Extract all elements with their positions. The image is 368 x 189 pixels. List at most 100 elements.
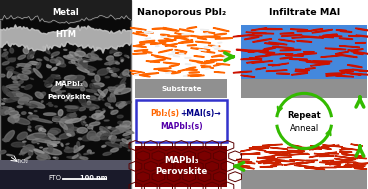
Ellipse shape bbox=[10, 48, 14, 53]
Ellipse shape bbox=[120, 58, 124, 60]
Ellipse shape bbox=[122, 139, 128, 143]
Ellipse shape bbox=[84, 60, 91, 62]
Bar bbox=[241, 144, 367, 170]
Ellipse shape bbox=[122, 125, 127, 129]
Ellipse shape bbox=[81, 119, 85, 125]
Ellipse shape bbox=[35, 92, 43, 98]
Ellipse shape bbox=[195, 41, 211, 43]
Ellipse shape bbox=[321, 155, 333, 156]
Ellipse shape bbox=[339, 38, 353, 39]
Ellipse shape bbox=[187, 67, 196, 69]
Ellipse shape bbox=[216, 64, 230, 65]
Ellipse shape bbox=[218, 42, 222, 43]
Ellipse shape bbox=[51, 57, 53, 58]
Ellipse shape bbox=[320, 167, 336, 168]
Ellipse shape bbox=[289, 145, 301, 147]
Ellipse shape bbox=[111, 68, 115, 70]
Ellipse shape bbox=[101, 133, 108, 139]
Ellipse shape bbox=[341, 71, 354, 72]
Ellipse shape bbox=[64, 122, 74, 133]
Ellipse shape bbox=[100, 133, 102, 134]
Ellipse shape bbox=[345, 164, 363, 167]
Ellipse shape bbox=[304, 168, 320, 169]
Ellipse shape bbox=[25, 104, 37, 107]
Ellipse shape bbox=[134, 50, 148, 51]
Ellipse shape bbox=[72, 57, 78, 60]
Ellipse shape bbox=[4, 98, 18, 102]
Ellipse shape bbox=[111, 110, 114, 112]
Ellipse shape bbox=[302, 36, 324, 38]
Ellipse shape bbox=[106, 127, 116, 130]
Ellipse shape bbox=[291, 37, 311, 38]
Ellipse shape bbox=[289, 59, 308, 60]
Ellipse shape bbox=[270, 164, 282, 166]
Ellipse shape bbox=[354, 168, 367, 169]
Ellipse shape bbox=[45, 140, 51, 143]
Ellipse shape bbox=[61, 143, 63, 146]
Ellipse shape bbox=[51, 83, 63, 91]
Ellipse shape bbox=[71, 60, 75, 64]
Ellipse shape bbox=[136, 32, 153, 33]
Ellipse shape bbox=[25, 102, 31, 105]
Ellipse shape bbox=[6, 67, 14, 70]
Ellipse shape bbox=[120, 121, 131, 128]
Ellipse shape bbox=[267, 158, 277, 159]
Bar bbox=[0, 0, 131, 19]
Ellipse shape bbox=[64, 56, 78, 60]
Ellipse shape bbox=[161, 36, 167, 37]
Ellipse shape bbox=[268, 160, 285, 161]
Ellipse shape bbox=[319, 36, 334, 38]
Ellipse shape bbox=[141, 75, 150, 77]
Ellipse shape bbox=[92, 86, 100, 90]
Ellipse shape bbox=[67, 106, 79, 112]
Ellipse shape bbox=[252, 61, 273, 63]
Ellipse shape bbox=[53, 119, 68, 122]
Ellipse shape bbox=[295, 146, 314, 150]
Ellipse shape bbox=[329, 164, 341, 165]
Ellipse shape bbox=[116, 102, 127, 107]
Ellipse shape bbox=[294, 54, 305, 55]
Ellipse shape bbox=[78, 56, 82, 57]
Ellipse shape bbox=[203, 32, 215, 33]
Ellipse shape bbox=[90, 153, 94, 154]
Ellipse shape bbox=[120, 127, 134, 133]
Ellipse shape bbox=[131, 73, 147, 76]
Ellipse shape bbox=[208, 45, 220, 46]
Ellipse shape bbox=[92, 83, 104, 87]
Ellipse shape bbox=[8, 111, 18, 115]
Ellipse shape bbox=[325, 163, 338, 164]
Bar bbox=[135, 25, 227, 79]
Ellipse shape bbox=[128, 74, 130, 76]
Ellipse shape bbox=[28, 151, 33, 156]
Ellipse shape bbox=[241, 161, 252, 162]
Ellipse shape bbox=[238, 166, 250, 167]
Ellipse shape bbox=[287, 150, 305, 151]
Ellipse shape bbox=[77, 130, 84, 133]
Ellipse shape bbox=[294, 165, 314, 167]
Ellipse shape bbox=[59, 133, 71, 139]
Ellipse shape bbox=[341, 157, 358, 159]
Ellipse shape bbox=[279, 39, 295, 42]
Ellipse shape bbox=[13, 71, 21, 75]
Ellipse shape bbox=[40, 128, 46, 132]
Ellipse shape bbox=[310, 29, 323, 31]
Ellipse shape bbox=[201, 29, 209, 30]
Ellipse shape bbox=[222, 54, 229, 56]
Ellipse shape bbox=[262, 157, 275, 158]
Ellipse shape bbox=[127, 56, 129, 58]
Ellipse shape bbox=[9, 58, 15, 61]
Ellipse shape bbox=[32, 139, 38, 143]
Ellipse shape bbox=[23, 48, 29, 54]
Ellipse shape bbox=[38, 143, 39, 144]
Ellipse shape bbox=[139, 40, 155, 43]
Ellipse shape bbox=[41, 101, 43, 102]
Ellipse shape bbox=[64, 148, 75, 152]
Ellipse shape bbox=[159, 40, 176, 42]
Ellipse shape bbox=[100, 127, 112, 136]
Ellipse shape bbox=[72, 155, 78, 158]
Ellipse shape bbox=[87, 131, 96, 140]
Ellipse shape bbox=[218, 50, 230, 52]
Ellipse shape bbox=[13, 81, 18, 83]
Ellipse shape bbox=[111, 136, 116, 143]
Ellipse shape bbox=[126, 140, 130, 144]
